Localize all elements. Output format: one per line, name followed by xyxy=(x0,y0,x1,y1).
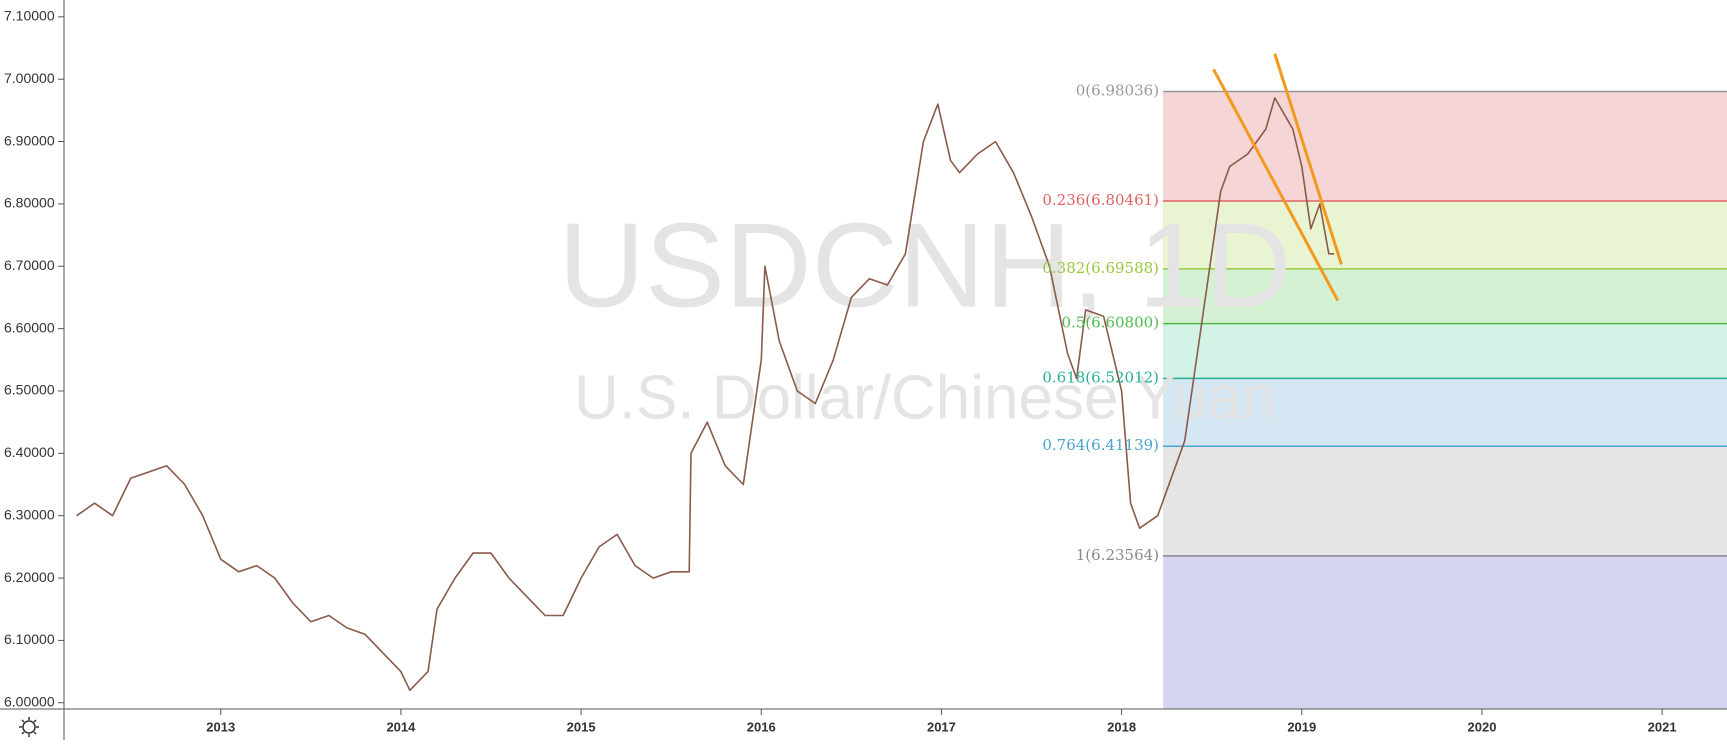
fib-zone xyxy=(1163,268,1727,324)
y-tick-label: 7.00000 xyxy=(4,70,55,86)
y-tick-label: 6.70000 xyxy=(4,257,55,273)
y-tick-label: 6.20000 xyxy=(4,569,55,585)
fib-label: 0.764(6.41139) xyxy=(1042,436,1159,454)
y-tick-label: 6.60000 xyxy=(4,319,55,335)
fib-zone xyxy=(1163,446,1727,556)
fib-zone xyxy=(1163,323,1727,379)
watermark: USDCNH, 1D xyxy=(558,199,1291,333)
y-tick-label: 6.80000 xyxy=(4,195,55,211)
x-tick-label: 2021 xyxy=(1648,719,1677,734)
fib-label: 0.236(6.80461) xyxy=(1042,191,1159,209)
x-tick-label: 2016 xyxy=(747,719,776,734)
fib-label: 1(6.23564) xyxy=(1076,546,1159,564)
fib-label: 0.618(6.52012) xyxy=(1042,368,1159,386)
trendline xyxy=(1212,68,1340,302)
trendline xyxy=(1273,53,1343,265)
y-tick-label: 6.30000 xyxy=(4,506,55,522)
fib-zone xyxy=(1163,555,1727,709)
y-tick-label: 6.90000 xyxy=(4,132,55,148)
gear-teeth[interactable] xyxy=(19,717,39,737)
fib-zone xyxy=(1163,378,1727,447)
y-tick-label: 7.10000 xyxy=(4,8,55,24)
y-tick-label: 6.50000 xyxy=(4,382,55,398)
settings-icon[interactable] xyxy=(19,717,39,737)
y-tick-label: 6.40000 xyxy=(4,444,55,460)
fib-zone xyxy=(1163,201,1727,269)
x-tick-label: 2018 xyxy=(1107,719,1136,734)
fib-label: 0.5(6.60800) xyxy=(1061,314,1159,332)
fib-group xyxy=(1163,90,1727,709)
x-tick-label: 2017 xyxy=(927,719,956,734)
y-tick-label: 6.10000 xyxy=(4,631,55,647)
fib-label: 0.382(6.69588) xyxy=(1042,259,1159,277)
x-tick-label: 2020 xyxy=(1468,719,1497,734)
x-tick-label: 2019 xyxy=(1287,719,1316,734)
watermark-group: USDCNH, 1D U.S. Dollar/Chinese Yuan xyxy=(558,199,1291,433)
x-tick-label: 2015 xyxy=(567,719,596,734)
gear[interactable] xyxy=(22,720,36,734)
fib-label: 0(6.98036) xyxy=(1076,81,1159,99)
watermark-subtitle: U.S. Dollar/Chinese Yuan xyxy=(574,363,1276,432)
y-tick-label: 6.00000 xyxy=(4,693,55,709)
price-line xyxy=(76,97,1335,692)
x-tick-label: 2014 xyxy=(386,719,416,734)
fib-zone xyxy=(1163,91,1727,202)
x-tick-label: 2013 xyxy=(206,719,235,734)
